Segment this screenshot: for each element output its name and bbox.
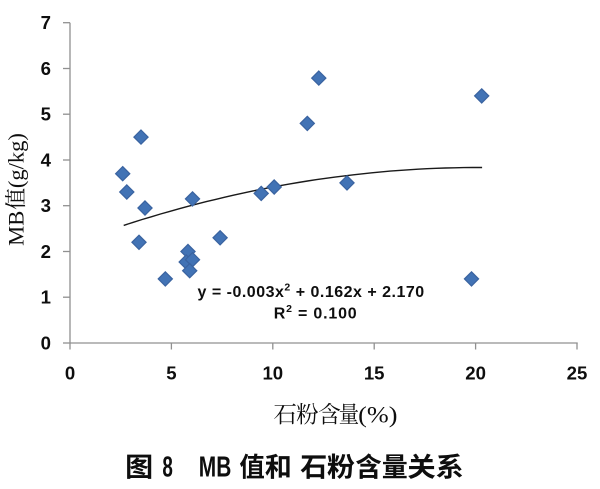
svg-text:2: 2 — [41, 241, 51, 262]
svg-text:1: 1 — [41, 287, 51, 308]
svg-text:5: 5 — [166, 363, 176, 384]
svg-text:25: 25 — [567, 363, 588, 384]
svg-text:MB: MB — [199, 452, 232, 484]
svg-text:8: 8 — [162, 452, 173, 484]
svg-text:(g/kg): (g/kg) — [4, 133, 29, 188]
svg-text:0: 0 — [41, 333, 51, 354]
svg-text:MB: MB — [4, 211, 29, 246]
svg-text:0: 0 — [65, 363, 75, 384]
svg-text:y = -0.003x2 + 0.162x + 2.170: y = -0.003x2 + 0.162x + 2.170 — [198, 282, 425, 301]
svg-text:6: 6 — [41, 58, 51, 79]
svg-text:R2 = 0.100: R2 = 0.100 — [274, 303, 358, 322]
svg-text:15: 15 — [364, 363, 385, 384]
svg-text:3: 3 — [41, 195, 51, 216]
svg-text:20: 20 — [465, 363, 486, 384]
svg-text:(%): (%) — [358, 403, 397, 428]
svg-text:7: 7 — [41, 12, 51, 33]
svg-text:4: 4 — [41, 150, 52, 171]
svg-text:5: 5 — [41, 104, 51, 125]
svg-text:10: 10 — [262, 363, 283, 384]
